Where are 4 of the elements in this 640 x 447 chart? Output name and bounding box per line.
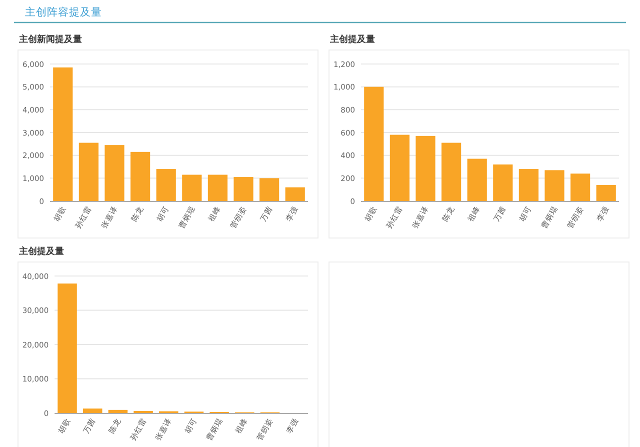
heading: 主创阵容提及量	[25, 6, 102, 18]
title: 主创提及量	[19, 247, 64, 257]
title: 主创提及量	[330, 35, 375, 45]
title: 主创新闻提及量	[19, 35, 82, 45]
